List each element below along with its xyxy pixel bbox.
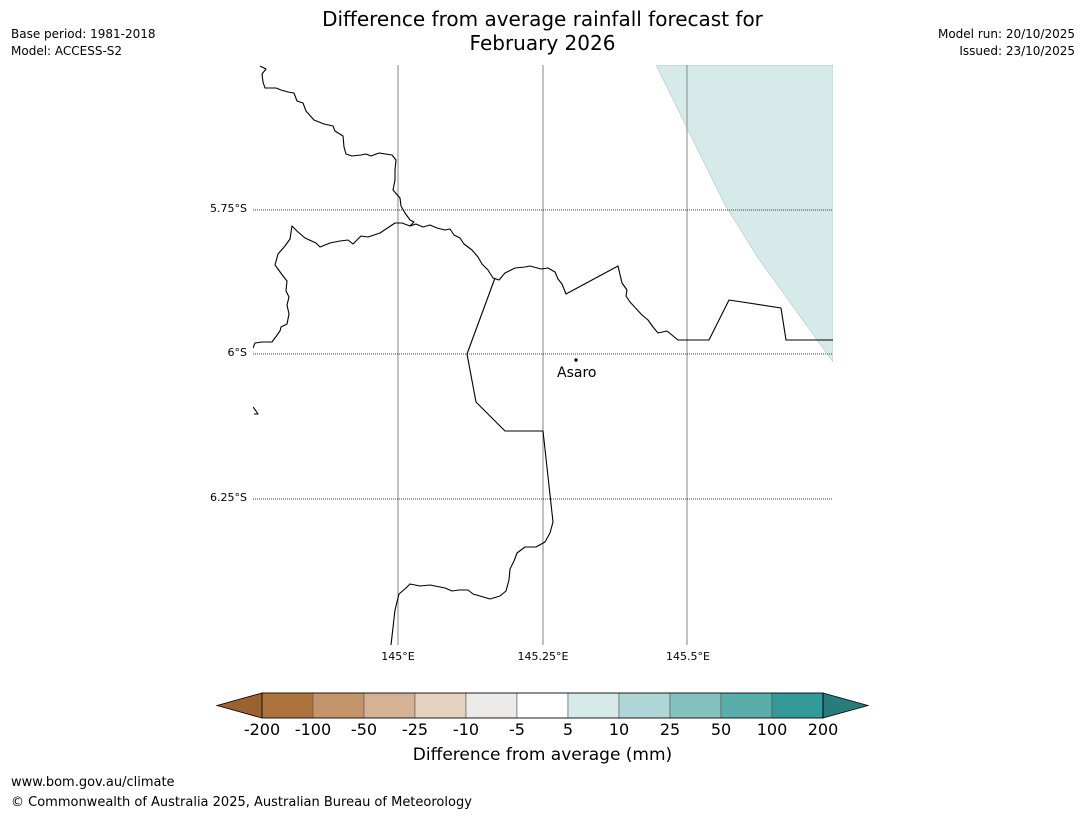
asaro-marker [574, 358, 578, 362]
lat-label-6-25: 6.25°S [210, 491, 247, 504]
colorbar-tick-label: 200 [807, 720, 839, 739]
colorbar-tick-label: -5 [509, 720, 525, 739]
colorbar-tick-label: -25 [401, 720, 429, 739]
issued-text: Issued: 23/10/2025 [959, 44, 1075, 58]
colorbar-tick-label: -200 [243, 720, 281, 739]
model-text: Model: ACCESS-S2 [11, 44, 123, 58]
colorbar-tick-label: -50 [350, 720, 378, 739]
colorbar-box [618, 692, 671, 719]
title-line-2: February 2026 [469, 31, 616, 55]
colorbar-box [669, 692, 722, 719]
colorbar-tick-label: 50 [710, 720, 732, 739]
colorbar-tick-label: 25 [659, 720, 681, 739]
colorbar-tick-label: -10 [452, 720, 480, 739]
colorbar-arrow-high [822, 692, 870, 719]
boundary-north [253, 65, 415, 349]
boundary-fragment [253, 406, 259, 415]
footer-copyright: © Commonwealth of Australia 2025, Austra… [11, 795, 472, 810]
model-run-text: Model run: 20/10/2025 [937, 27, 1075, 41]
footer-url[interactable]: www.bom.gov.au/climate [11, 775, 175, 790]
title-line-1: Difference from average rainfall forecas… [322, 7, 763, 31]
colorbar-box [516, 692, 569, 719]
colorbar-box [465, 692, 518, 719]
colorbar-box [771, 692, 824, 719]
base-period-text: Base period: 1981-2018 [11, 27, 156, 41]
boundary-south [390, 277, 554, 645]
colorbar-box [363, 692, 416, 719]
colorbar-tick-label: -100 [294, 720, 332, 739]
lon-label-145-5: 145.5°E [666, 650, 710, 663]
chart-title: Difference from average rainfall forecas… [0, 7, 1085, 55]
lon-label-145: 145°E [381, 650, 415, 663]
colorbar-tick-label: 100 [756, 720, 788, 739]
colorbar-box [567, 692, 620, 719]
colorbar-tick-label: 10 [608, 720, 630, 739]
colorbar-box [720, 692, 773, 719]
boundary-ridge [409, 223, 833, 341]
meta-right: Model run: 20/10/2025 Issued: 23/10/2025 [938, 26, 1075, 60]
colorbar-outline [261, 692, 824, 719]
colorbar-tick-label: 5 [562, 720, 574, 739]
lat-label-5-75: 5.75°S [210, 202, 247, 215]
meta-left: Base period: 1981-2018 Model: ACCESS-S2 [11, 26, 156, 60]
province-boundaries [253, 65, 833, 645]
forecast-shade-region [655, 65, 833, 363]
colorbar-box [414, 692, 467, 719]
colorbar-label: Difference from average (mm) [412, 745, 673, 765]
colorbar-box [312, 692, 365, 719]
colorbar-arrow-low [215, 692, 263, 719]
map-area [253, 65, 833, 645]
lon-label-145-25: 145.25°E [517, 650, 569, 663]
colorbar [215, 692, 870, 719]
lat-label-6: 6°S [227, 346, 247, 359]
place-label-asaro: Asaro [557, 365, 597, 381]
colorbar-box [261, 692, 314, 719]
